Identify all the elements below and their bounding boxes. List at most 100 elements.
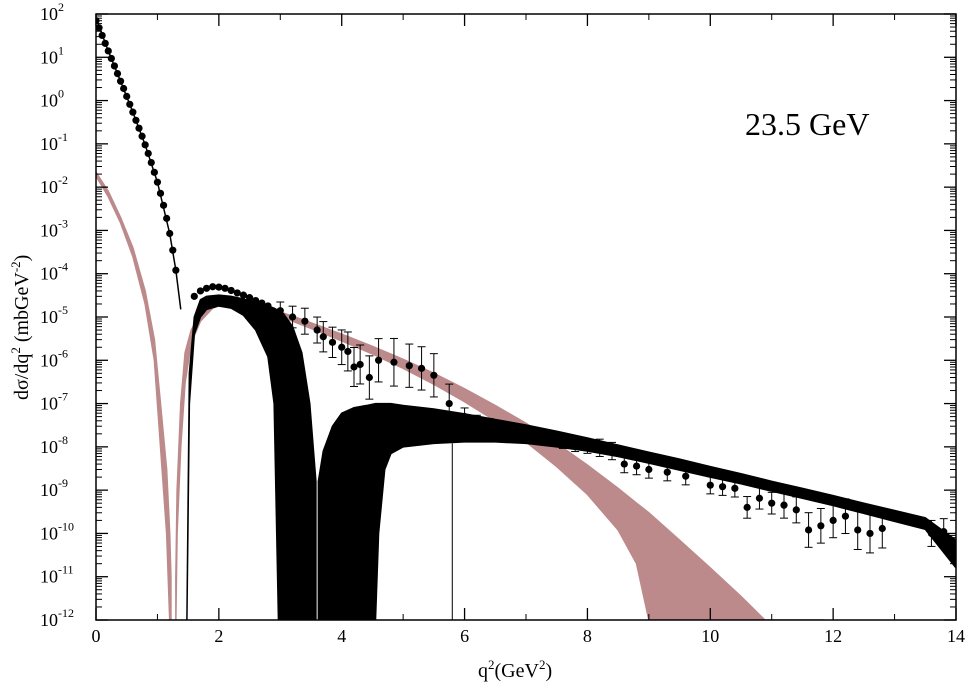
data-point-26 xyxy=(172,266,180,274)
data-point-33 xyxy=(227,286,235,295)
data-point-16 xyxy=(141,141,149,149)
data-point-25 xyxy=(169,246,177,254)
x-tick-label: 8 xyxy=(583,626,592,646)
x-tick-label: 6 xyxy=(460,626,469,646)
data-point-64 xyxy=(546,435,555,443)
data-point-74 xyxy=(682,472,690,480)
data-point-8 xyxy=(116,77,125,85)
data-point-68 xyxy=(596,444,604,452)
y-tick-label: 10-12 xyxy=(40,606,74,630)
data-point-61 xyxy=(510,427,518,435)
data-point-53 xyxy=(405,362,413,370)
x-axis-ticks: 0 2 4 6 8 10 12 14 xyxy=(92,14,965,646)
data-point-40 xyxy=(276,307,284,315)
x-axis-title: q2(GeV2) xyxy=(478,657,552,682)
data-point-49 xyxy=(356,360,364,369)
data-point-80 xyxy=(768,499,776,507)
data-point-86 xyxy=(841,512,850,520)
data-point-22 xyxy=(159,201,168,209)
data-point-43 xyxy=(313,326,321,334)
data-point-51 xyxy=(374,356,383,364)
y-tick-label: 102 xyxy=(40,0,64,24)
data-point-38 xyxy=(258,299,266,307)
data-point-73 xyxy=(663,468,671,476)
data-point-90 xyxy=(927,529,936,538)
data-point-45 xyxy=(328,338,337,346)
data-point-19 xyxy=(150,168,158,176)
data-point-63 xyxy=(534,433,542,441)
data-point-82 xyxy=(792,506,800,514)
data-point-44 xyxy=(319,333,327,341)
data-point-36 xyxy=(245,294,254,302)
data-point-35 xyxy=(239,291,248,299)
data-point-77 xyxy=(731,484,739,492)
data-point-6 xyxy=(110,62,119,70)
x-tick-label: 12 xyxy=(824,626,842,646)
data-point-70 xyxy=(620,460,628,468)
data-point-42 xyxy=(301,317,309,325)
data-point-18 xyxy=(147,158,155,167)
data-point-21 xyxy=(156,189,165,197)
data-point-48 xyxy=(350,363,358,371)
data-point-88 xyxy=(866,529,874,538)
data-point-58 xyxy=(473,418,481,426)
data-point-52 xyxy=(390,358,398,366)
data-point-67 xyxy=(583,443,592,451)
data-point-65 xyxy=(559,438,567,446)
data-point-66 xyxy=(571,441,579,449)
data-point-47 xyxy=(344,347,352,356)
data-point-37 xyxy=(252,296,260,305)
y-tick-label: 101 xyxy=(40,43,64,67)
x-tick-label: 14 xyxy=(947,626,965,646)
data-point-91 xyxy=(940,528,948,536)
y-tick-label: 10-1 xyxy=(40,130,68,154)
y-tick-label: 10-2 xyxy=(40,173,68,197)
data-point-14 xyxy=(135,124,143,132)
y-tick-label: 10-8 xyxy=(40,433,68,457)
data-point-46 xyxy=(338,343,346,351)
data-point-71 xyxy=(632,462,641,470)
data-point-20 xyxy=(153,178,162,186)
data-point-9 xyxy=(120,84,128,93)
y-axis-ticks: 102 101 100 10-1 10-2 10-3 10-4 10-5 10-6 10-7 10-… xyxy=(40,0,956,630)
y-tick-label: 10-9 xyxy=(40,476,68,500)
data-point-56 xyxy=(445,399,453,408)
data-point-12 xyxy=(129,108,137,116)
band-pink-segment-0 xyxy=(96,170,172,620)
data-point-28 xyxy=(196,287,205,295)
data-point-81 xyxy=(780,501,788,509)
y-axis-title: dσ/dq2 (mbGeV-2) xyxy=(8,255,33,400)
data-point-78 xyxy=(743,503,751,511)
data-point-50 xyxy=(365,373,373,382)
data-point-17 xyxy=(144,149,152,158)
y-tick-label: 10-10 xyxy=(40,519,74,543)
y-tick-label: 10-6 xyxy=(40,346,68,370)
data-point-55 xyxy=(430,371,438,379)
data-point-87 xyxy=(854,526,862,534)
data-point-69 xyxy=(608,447,616,455)
data-point-15 xyxy=(138,132,146,140)
data-point-24 xyxy=(166,229,174,238)
data-point-2 xyxy=(98,31,106,40)
data-point-31 xyxy=(215,283,223,291)
x-tick-label: 10 xyxy=(701,626,719,646)
data-point-13 xyxy=(132,116,140,124)
data-point-39 xyxy=(264,302,272,310)
data-point-85 xyxy=(829,516,837,524)
data-point-84 xyxy=(817,522,825,530)
band-black-segment-2 xyxy=(317,402,956,620)
data-point-23 xyxy=(163,214,171,222)
y-tick-label: 10-7 xyxy=(40,390,68,414)
data-point-59 xyxy=(485,421,493,429)
data-point-10 xyxy=(123,92,131,100)
y-tick-label: 10-4 xyxy=(40,260,68,284)
data-point-89 xyxy=(878,524,886,533)
data-point-3 xyxy=(101,39,109,47)
x-tick-label: 2 xyxy=(214,626,223,646)
data-point-54 xyxy=(417,364,426,372)
data-point-11 xyxy=(126,100,134,108)
data-point-7 xyxy=(113,69,122,78)
x-tick-label: 0 xyxy=(92,626,101,646)
y-tick-label: 100 xyxy=(40,87,64,111)
